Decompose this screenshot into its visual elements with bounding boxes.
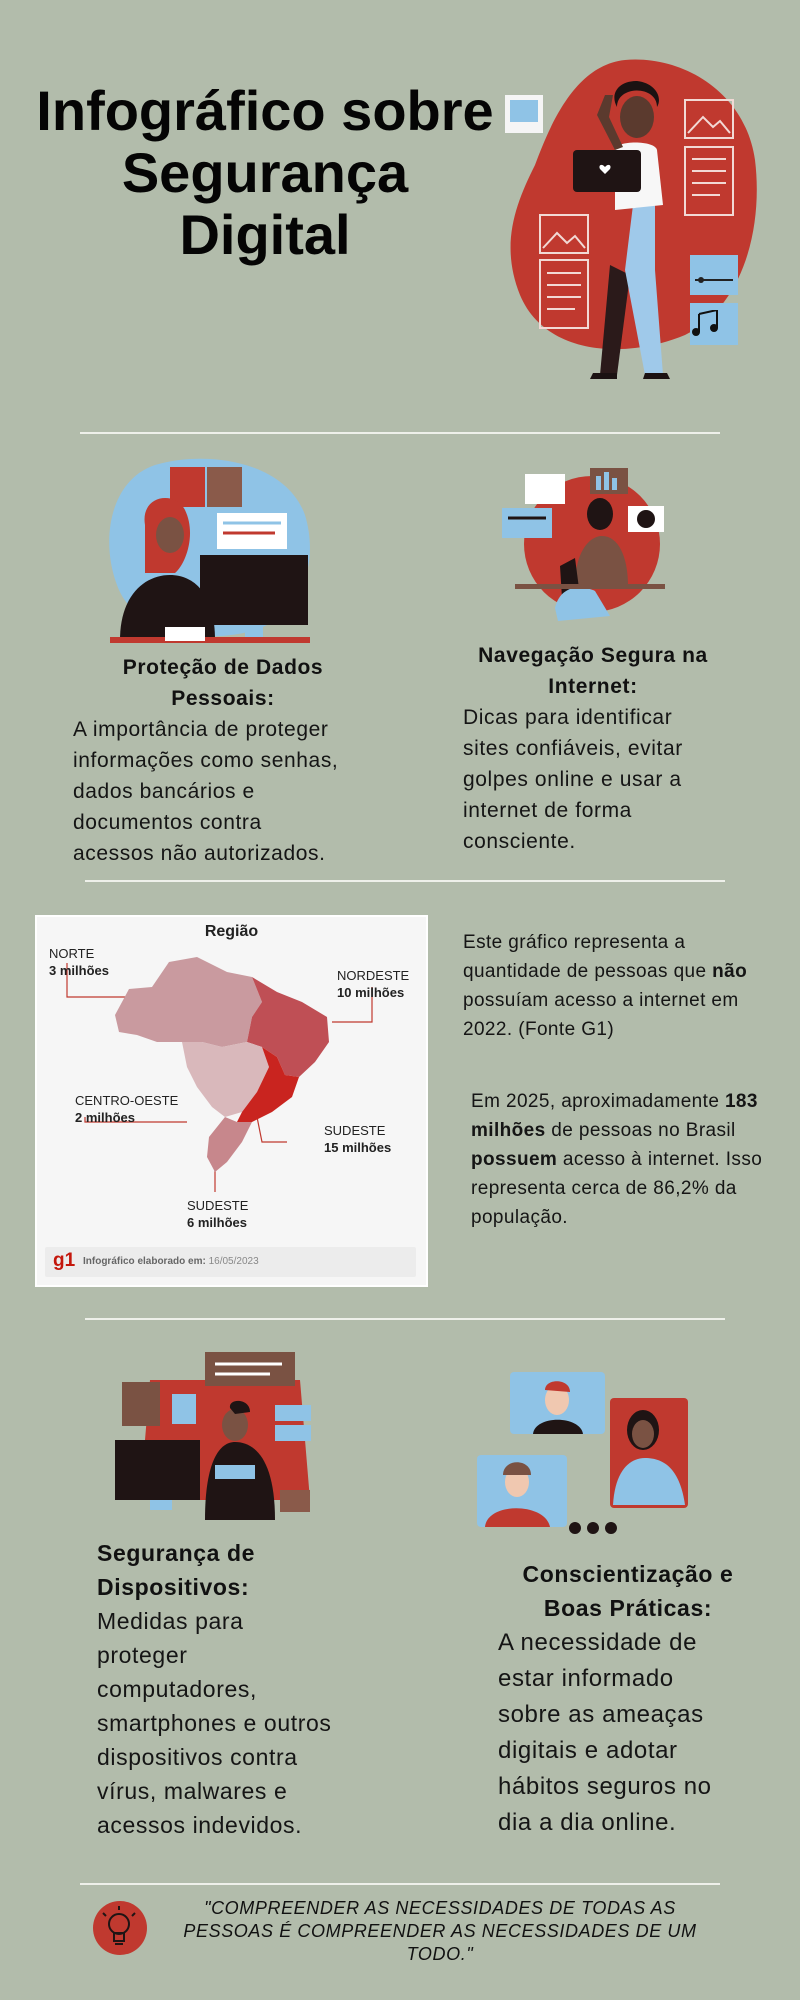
region-value: 10 milhões (337, 985, 405, 1000)
stat-part: acesso à internet. Isso representa cerca… (471, 1149, 763, 1228)
stat-bold-verb: possuem (471, 1149, 558, 1170)
stat-part: Em 2025, aproximadamente (471, 1091, 725, 1112)
device-security-heading: Segurança de Dispositivos: (97, 1536, 397, 1604)
region-value: 3 milhões (49, 963, 109, 978)
data-protection-body-line: acessos não autorizados. (73, 842, 326, 865)
region-label-nordeste: NORDESTE 10 milhões (337, 967, 409, 1001)
map-source-caption-date: 16/05/2023 (208, 1256, 259, 1267)
data-protection-section: Proteção de Dados Pessoais: A importânci… (73, 652, 373, 869)
stat-bold-count: 183 milhões (471, 1091, 758, 1141)
awareness-body-line: estar informado (498, 1665, 674, 1692)
safe-browsing-section: Navegação Segura na Internet: Dicas para… (463, 640, 783, 857)
data-protection-body-line: A importância de proteger (73, 718, 329, 741)
device-security-illustration (110, 1350, 320, 1520)
device-security-section: Segurança de Dispositivos: Medidas para … (97, 1536, 397, 1842)
device-security-body-line: computadores, (97, 1676, 257, 1702)
awareness-body-line: dia a dia online. (498, 1809, 677, 1836)
region-name: NORTE (49, 946, 95, 961)
awareness-body-line: digitais e adotar (498, 1737, 678, 1764)
page-title: Infográfico sobre Segurança Digital (20, 80, 510, 266)
brazil-map (66, 957, 373, 1192)
region-name: CENTRO-OESTE (75, 1093, 179, 1108)
awareness-illustration (475, 1370, 690, 1545)
map-region-sul (207, 1117, 252, 1172)
safe-browsing-heading: Navegação Segura na Internet: (463, 640, 723, 702)
divider-2 (85, 880, 725, 882)
safe-browsing-body-line: Dicas para identificar (463, 706, 673, 729)
region-name: SUDESTE (187, 1198, 249, 1213)
music-note-icon (691, 310, 721, 336)
data-protection-heading: Proteção de Dados Pessoais: (73, 652, 373, 714)
g1-logo: g1 (53, 1250, 76, 1271)
device-security-body-line: proteger (97, 1642, 188, 1668)
divider-1 (80, 432, 720, 434)
divider-3 (85, 1318, 725, 1320)
lightbulb-icon (92, 1900, 148, 1956)
map-title: Região (204, 923, 259, 940)
map-region-sudeste (237, 1047, 299, 1122)
map-region-nordeste (247, 977, 329, 1077)
region-map-card: Região NORTE 3 milhões NORDESTE 10 milhõ… (35, 915, 428, 1287)
device-security-body-line: smartphones e outros (97, 1710, 332, 1736)
safe-browsing-body-line: consciente. (463, 830, 576, 853)
safe-browsing-heading-line-1: Navegação Segura na (478, 644, 708, 667)
region-name: SUDESTE (324, 1123, 386, 1138)
region-label-norte: NORTE 3 milhões (49, 945, 109, 979)
region-name: NORDESTE (337, 968, 410, 983)
title-line-2: Segurança (121, 141, 409, 204)
device-security-heading-line-2: Dispositivos: (97, 1574, 250, 1600)
map-source-caption-label: Infográfico elaborado em: (83, 1256, 206, 1267)
map-source-caption: Infográfico elaborado em: 16/05/2023 (83, 1256, 259, 1267)
device-security-body: Medidas para proteger computadores, smar… (97, 1604, 397, 1842)
awareness-heading-line-2: Boas Práticas: (543, 1595, 713, 1621)
safe-browsing-body: Dicas para identificar sites confiáveis,… (463, 702, 783, 857)
data-protection-body-line: documentos contra (73, 811, 262, 834)
region-value: 6 milhões (187, 1215, 247, 1230)
chart-description-part: Este gráfico representa a quantidade de … (463, 932, 713, 982)
awareness-section: Conscientização e Boas Práticas: A neces… (498, 1557, 758, 1841)
data-protection-heading-line-2: Pessoais: (171, 687, 275, 710)
internet-access-stat: Em 2025, aproximadamente 183 milhões de … (471, 1087, 781, 1232)
chart-description-bold: não (712, 961, 748, 982)
map-region-norte (115, 957, 262, 1047)
awareness-body-line: sobre as ameaças (498, 1701, 704, 1728)
hero-illustration (505, 55, 765, 385)
title-line-1: Infográfico sobre (36, 79, 494, 142)
safe-browsing-body-line: internet de forma (463, 799, 632, 822)
safe-browsing-body-line: sites confiáveis, evitar (463, 737, 683, 760)
safe-browsing-body-line: golpes online e usar a (463, 768, 682, 791)
awareness-body-line: A necessidade de (498, 1629, 698, 1656)
data-protection-body: A importância de proteger informações co… (73, 714, 373, 869)
data-protection-body-line: informações como senhas, (73, 749, 339, 772)
region-label-centro-oeste: CENTRO-OESTE 2 milhões (75, 1092, 178, 1126)
map-region-centro-oeste (182, 1042, 269, 1117)
chart-description: Este gráfico representa a quantidade de … (463, 928, 783, 1044)
region-value: 2 milhões (75, 1110, 135, 1125)
region-label-sudeste: SUDESTE 15 milhões (324, 1122, 391, 1156)
awareness-heading-line-1: Conscientização e (522, 1561, 734, 1587)
stat-part: de pessoas no Brasil (545, 1120, 736, 1141)
divider-4 (80, 1883, 720, 1885)
device-security-body-line: dispositivos contra (97, 1744, 298, 1770)
safe-browsing-heading-line-2: Internet: (548, 675, 638, 698)
map-source-footer: g1 Infográfico elaborado em: 16/05/2023 (45, 1247, 416, 1277)
awareness-body-line: hábitos seguros no (498, 1773, 712, 1800)
awareness-body: A necessidade de estar informado sobre a… (498, 1625, 758, 1841)
region-label-sul: SUDESTE 6 milhões (187, 1197, 248, 1231)
data-protection-body-line: dados bancários e (73, 780, 255, 803)
awareness-heading: Conscientização e Boas Práticas: (498, 1557, 758, 1625)
data-protection-illustration (105, 455, 315, 645)
data-protection-heading-line-1: Proteção de Dados (122, 656, 324, 679)
device-security-body-line: vírus, malwares e (97, 1778, 288, 1804)
title-line-3: Digital (179, 203, 351, 266)
chart-description-part: possuíam acesso a internet em 2022. (Fon… (463, 990, 739, 1040)
closing-quote: "COMPREENDER AS NECESSIDADES DE TODAS AS… (183, 1898, 697, 1964)
region-value: 15 milhões (324, 1140, 392, 1155)
safe-browsing-illustration (500, 466, 670, 626)
device-security-body-line: acessos indevidos. (97, 1812, 303, 1838)
device-security-body-line: Medidas para (97, 1608, 244, 1634)
device-security-heading-line-1: Segurança de (97, 1540, 256, 1566)
